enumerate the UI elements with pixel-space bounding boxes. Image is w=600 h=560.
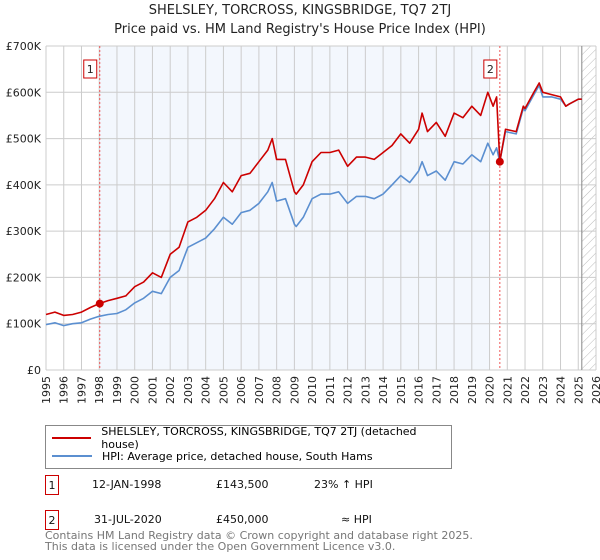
x-tick-label: 2014 <box>377 376 390 404</box>
x-tick-label: 2013 <box>359 376 372 404</box>
x-tick-label: 2022 <box>519 376 532 404</box>
legend-blue-line <box>52 455 92 457</box>
x-tick-label: 2015 <box>395 376 408 404</box>
x-tick-label: 2016 <box>413 376 426 404</box>
x-tick-label: 2020 <box>484 376 497 404</box>
x-tick-label: 2000 <box>129 376 142 404</box>
x-tick-label: 2012 <box>342 376 355 404</box>
chart-legend: SHELSLEY, TORCROSS, KINGSBRIDGE, TQ7 2TJ… <box>45 425 452 469</box>
footer-copyright: Contains HM Land Registry data © Crown c… <box>45 529 473 542</box>
y-tick-label: £500K <box>6 133 42 146</box>
x-tick-label: 2003 <box>182 376 195 404</box>
x-tick-label: 2001 <box>146 376 159 404</box>
x-tick-label: 2026 <box>590 376 600 404</box>
y-tick-label: £600K <box>6 86 42 99</box>
x-tick-label: 1999 <box>111 376 124 404</box>
y-tick-label: £700K <box>6 40 42 53</box>
y-tick-label: £100K <box>6 318 42 331</box>
legend-item-property: SHELSLEY, TORCROSS, KINGSBRIDGE, TQ7 2TJ… <box>52 425 451 451</box>
transaction-marker: 2 <box>45 510 59 530</box>
x-tick-label: 2025 <box>572 376 585 404</box>
sale-point-marker <box>495 157 504 166</box>
x-tick-label: 2019 <box>466 376 479 404</box>
transaction-marker: 1 <box>45 475 59 495</box>
transaction-hpi: ≈ HPI <box>341 513 372 526</box>
legend-red-line <box>52 437 92 439</box>
x-tick-label: 1995 <box>40 376 53 404</box>
x-tick-label: 2008 <box>271 376 284 404</box>
legend-label: HPI: Average price, detached house, Sout… <box>102 449 373 463</box>
transaction-date: 31-JUL-2020 <box>94 513 162 526</box>
transaction-price: £143,500 <box>216 478 269 491</box>
x-tick-label: 2023 <box>537 376 550 404</box>
annotation-box <box>83 59 98 79</box>
x-tick-label: 1997 <box>75 376 88 404</box>
x-tick-label: 2017 <box>430 376 443 404</box>
forecast-hatch <box>581 46 596 370</box>
x-tick-label: 2009 <box>288 376 301 404</box>
transaction-hpi: 23% ↑ HPI <box>314 478 373 491</box>
x-tick-label: 2007 <box>253 376 266 404</box>
hpi-line <box>45 84 582 327</box>
price-chart: 1995 1996 1997 1998 1999 2000 2001 2002 2003 2004… <box>6 40 600 404</box>
legend-item-hpi: HPI: Average price, detached house, Sout… <box>52 448 373 464</box>
x-tick-label: 2002 <box>164 376 177 404</box>
annotation-label: 2 <box>487 63 494 76</box>
x-tick-label: 2021 <box>501 376 514 404</box>
x-tick-label: 1998 <box>93 376 106 404</box>
x-tick-label: 2006 <box>235 376 248 404</box>
property-price-line <box>45 82 582 317</box>
chart-subtitle: Price paid vs. HM Land Registry's House … <box>114 22 486 37</box>
annotation-label: 1 <box>87 63 94 76</box>
transaction-date: 12-JAN-1998 <box>92 478 162 491</box>
x-tick-label: 2010 <box>306 376 319 404</box>
y-tick-label: £0 <box>27 364 41 377</box>
chart-title: SHELSLEY, TORCROSS, KINGSBRIDGE, TQ7 2TJ <box>148 3 452 18</box>
y-tick-label: £300K <box>6 225 42 238</box>
sale-point-marker <box>95 299 104 308</box>
transaction-price: £450,000 <box>216 513 269 526</box>
annotation-box <box>483 59 498 79</box>
x-tick-label: 2005 <box>217 376 230 404</box>
footer-licence: This data is licensed under the Open Gov… <box>45 540 396 553</box>
y-tick-label: £400K <box>6 179 42 192</box>
legend-label: SHELSLEY, TORCROSS, KINGSBRIDGE, TQ7 2TJ… <box>101 425 417 451</box>
y-tick-label: £200K <box>6 271 42 284</box>
x-tick-label: 2011 <box>324 376 337 404</box>
x-tick-label: 2004 <box>200 376 213 404</box>
x-tick-label: 2024 <box>555 376 568 404</box>
x-tick-label: 2018 <box>448 376 461 404</box>
x-tick-label: 1996 <box>58 376 71 404</box>
